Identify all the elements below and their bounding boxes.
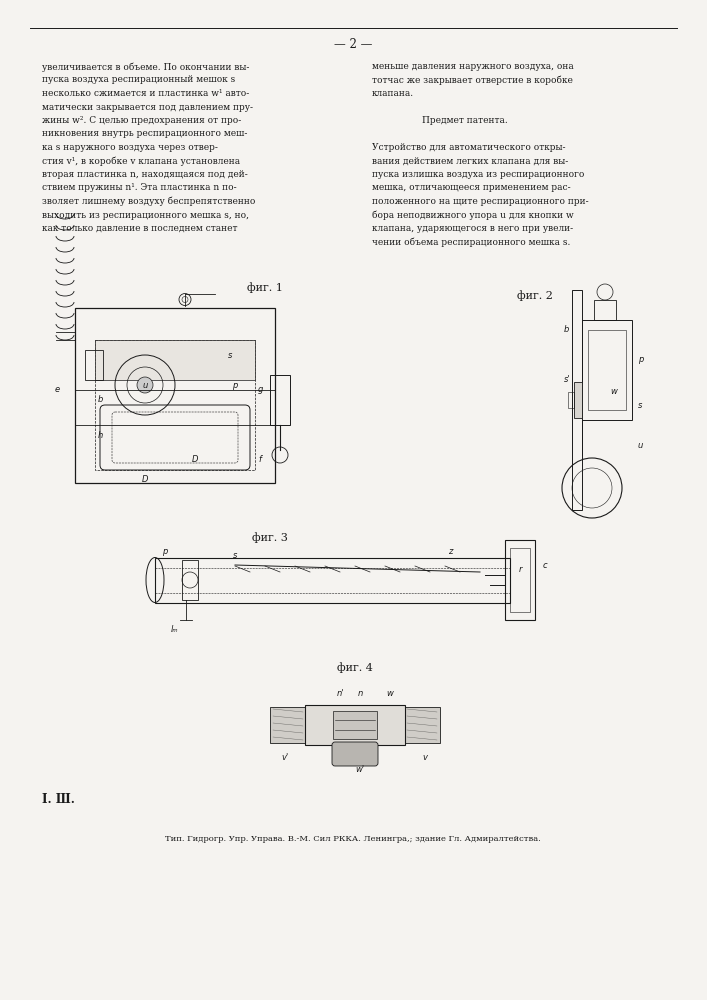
Text: u: u — [638, 440, 643, 450]
Text: Предмет патента.: Предмет патента. — [422, 116, 508, 125]
Bar — [155, 558, 510, 602]
Bar — [305, 705, 405, 745]
Text: бора неподвижного упора u для кнопки w: бора неподвижного упора u для кнопки w — [372, 211, 574, 220]
Text: клапана.: клапана. — [372, 89, 414, 98]
Bar — [182, 560, 198, 600]
Text: фиг. 4: фиг. 4 — [337, 663, 373, 673]
Text: зволяет лишнему воздуху беспрепятственно: зволяет лишнему воздуху беспрепятственно — [42, 197, 255, 207]
Text: v: v — [423, 752, 428, 762]
Text: Тип. Гидрогр. Упр. Управа. В.-М. Сил РККА. Ленингра,; здание Гл. Адмиралтейства.: Тип. Гидрогр. Упр. Управа. В.-М. Сил РКК… — [165, 835, 541, 843]
Text: жины w². С целью предохранения от про-: жины w². С целью предохранения от про- — [42, 116, 241, 125]
Text: матически закрывается под давлением пру-: матически закрывается под давлением пру- — [42, 103, 253, 111]
Bar — [85, 350, 103, 380]
Text: фиг. 3: фиг. 3 — [252, 533, 288, 543]
Bar — [594, 300, 616, 320]
Bar — [574, 382, 582, 418]
Bar — [568, 392, 574, 408]
Text: вания действием легких клапана для вы-: вания действием легких клапана для вы- — [372, 156, 568, 165]
Text: v': v' — [281, 752, 288, 762]
Text: меньше давления наружного воздуха, она: меньше давления наружного воздуха, она — [372, 62, 574, 71]
Text: фиг. 1: фиг. 1 — [247, 283, 283, 293]
Text: s: s — [228, 351, 232, 360]
Circle shape — [137, 377, 153, 393]
Text: n': n' — [337, 688, 344, 698]
Text: пуска воздуха респирационный мешок s: пуска воздуха респирационный мешок s — [42, 76, 235, 85]
Text: фиг. 2: фиг. 2 — [517, 291, 553, 301]
Text: как только давление в последнем станет: как только давление в последнем станет — [42, 224, 238, 233]
Text: w': w' — [356, 766, 365, 774]
Text: n: n — [357, 688, 363, 698]
Text: никновения внутрь респирационного меш-: никновения внутрь респирационного меш- — [42, 129, 247, 138]
Text: положенного на щите респирационного при-: положенного на щите респирационного при- — [372, 197, 589, 206]
Text: тотчас же закрывает отверстие в коробке: тотчас же закрывает отверстие в коробке — [372, 76, 573, 85]
Text: w: w — [387, 688, 393, 698]
Bar — [510, 548, 530, 612]
Text: стия v¹, в коробке v клапана установлена: стия v¹, в коробке v клапана установлена — [42, 156, 240, 166]
Text: ка s наружного воздуха через отвер-: ка s наружного воздуха через отвер- — [42, 143, 218, 152]
Text: ствием пружины n¹. Эта пластинка n по-: ствием пружины n¹. Эта пластинка n по- — [42, 184, 237, 192]
Bar — [588, 330, 626, 410]
Text: g: g — [257, 385, 263, 394]
Text: несколько сжимается и пластинка w¹ авто-: несколько сжимается и пластинка w¹ авто- — [42, 89, 250, 98]
Text: c: c — [543, 560, 547, 570]
Text: увеличивается в объеме. По окончании вы-: увеличивается в объеме. По окончании вы- — [42, 62, 250, 72]
Text: lₘ: lₘ — [171, 626, 179, 635]
Text: p: p — [233, 380, 238, 389]
Text: b: b — [564, 326, 569, 334]
Bar — [405, 707, 440, 743]
Text: клапана, ударяющегося в него при увели-: клапана, ударяющегося в него при увели- — [372, 224, 573, 233]
Text: h: h — [98, 430, 103, 440]
Text: w: w — [610, 387, 617, 396]
Text: u: u — [142, 380, 148, 389]
Bar — [75, 308, 275, 483]
Bar — [270, 707, 308, 743]
Bar — [505, 540, 535, 620]
Text: z: z — [448, 548, 452, 556]
Text: I. Ш.: I. Ш. — [42, 793, 75, 806]
Text: пуска излишка воздуха из респирационного: пуска излишка воздуха из респирационного — [372, 170, 585, 179]
Bar — [582, 320, 632, 420]
Bar — [95, 340, 255, 470]
Text: r: r — [518, 566, 522, 574]
Text: s': s' — [564, 375, 571, 384]
Text: чении объема респирационного мешка s.: чении объема респирационного мешка s. — [372, 237, 571, 247]
Text: p: p — [163, 548, 168, 556]
FancyBboxPatch shape — [332, 742, 378, 766]
Text: Устройство для автоматического откры-: Устройство для автоматического откры- — [372, 143, 566, 152]
Text: мешка, отличающееся применением рас-: мешка, отличающееся применением рас- — [372, 184, 571, 192]
Bar — [95, 340, 255, 380]
Bar — [333, 711, 377, 739]
Text: s: s — [233, 550, 237, 560]
Text: b: b — [98, 395, 103, 404]
Bar — [270, 375, 290, 425]
Text: D: D — [192, 456, 198, 464]
Text: s: s — [638, 400, 643, 410]
Text: вторая пластинка n, находящаяся под дей-: вторая пластинка n, находящаяся под дей- — [42, 170, 247, 179]
Text: p: p — [638, 356, 643, 364]
Text: выходить из респирационного мешка s, но,: выходить из респирационного мешка s, но, — [42, 211, 249, 220]
Text: e: e — [54, 385, 59, 394]
Text: f: f — [259, 456, 262, 464]
Text: D: D — [141, 476, 148, 485]
Text: — 2 —: — 2 — — [334, 38, 372, 51]
Bar — [572, 290, 582, 510]
